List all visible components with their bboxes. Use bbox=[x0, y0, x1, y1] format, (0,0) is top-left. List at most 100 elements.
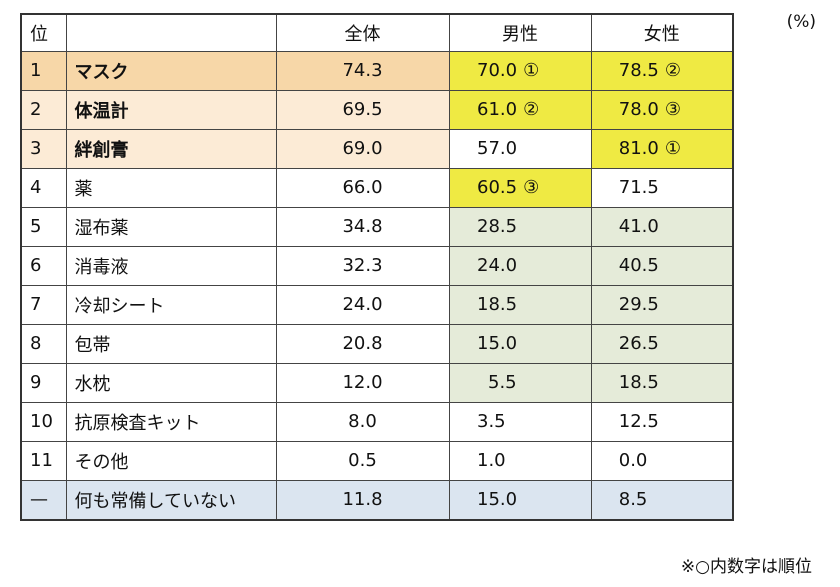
rank-cell: — bbox=[20, 479, 67, 521]
all-cell: 11.8 bbox=[275, 479, 450, 521]
all-cell: 69.0 bbox=[275, 128, 450, 169]
male-value: 3.5 bbox=[477, 411, 506, 432]
all-cell: 8.0 bbox=[275, 401, 450, 442]
female-cell: 29.5 bbox=[590, 284, 734, 325]
item-cell: 抗原検査キット bbox=[65, 401, 277, 442]
female-cell: 8.5 bbox=[590, 479, 734, 521]
male-value: 60.5 bbox=[477, 177, 518, 198]
female-cell: 26.5 bbox=[590, 323, 734, 364]
female-value: 78.0 bbox=[618, 99, 659, 120]
table-row-none: — 何も常備していない 11.8 15.0 8.5 bbox=[20, 479, 734, 521]
male-cell: 3.5 bbox=[448, 401, 592, 442]
item-cell: 包帯 bbox=[65, 323, 277, 364]
male-value: 15.0 bbox=[477, 333, 518, 354]
male-cell: 5.5 bbox=[448, 362, 592, 403]
all-cell: 69.5 bbox=[275, 89, 450, 130]
rank-cell: 1 bbox=[20, 50, 67, 91]
female-rank-badge: ① bbox=[664, 138, 681, 159]
rank-cell: 11 bbox=[20, 440, 67, 481]
header-item bbox=[65, 13, 277, 52]
table-row: 8 包帯 20.8 15.0 26.5 bbox=[20, 323, 734, 364]
footnote: ※○内数字は順位 bbox=[680, 557, 812, 577]
item-cell: 体温計 bbox=[65, 89, 277, 130]
male-cell: 24.0 bbox=[448, 245, 592, 286]
rank-cell: 4 bbox=[20, 167, 67, 208]
table-row: 11 その他 0.5 1.0 0.0 bbox=[20, 440, 734, 481]
female-value: 78.5 bbox=[618, 60, 659, 81]
item-cell: 薬 bbox=[65, 167, 277, 208]
female-value: 8.5 bbox=[618, 489, 648, 511]
table-row: 3 絆創膏 69.0 57.0 81.0 ① bbox=[20, 128, 734, 169]
all-cell: 32.3 bbox=[275, 245, 450, 286]
female-cell: 0.0 bbox=[590, 440, 734, 481]
rank-cell: 9 bbox=[20, 362, 67, 403]
table-row: 6 消毒液 32.3 24.0 40.5 bbox=[20, 245, 734, 286]
female-cell: 71.5 bbox=[590, 167, 734, 208]
rank-cell: 2 bbox=[20, 89, 67, 130]
table-header-row: 位 全体 男性 女性 bbox=[20, 13, 734, 52]
female-cell: 41.0 bbox=[590, 206, 734, 247]
item-cell: 何も常備していない bbox=[65, 479, 277, 521]
female-cell: 81.0 ① bbox=[590, 128, 734, 169]
female-value: 41.0 bbox=[618, 216, 659, 237]
female-rank-badge: ③ bbox=[664, 99, 681, 120]
female-value: 26.5 bbox=[618, 333, 659, 354]
male-cell: 60.5 ③ bbox=[448, 167, 592, 208]
header-female: 女性 bbox=[590, 13, 734, 52]
rank-cell: 10 bbox=[20, 401, 67, 442]
male-rank-badge: ③ bbox=[523, 177, 540, 198]
header-female-label: 女性 bbox=[643, 23, 680, 45]
table-row: 1 マスク 74.3 70.0 ① 78.5 ② bbox=[20, 50, 734, 91]
header-rank: 位 bbox=[20, 13, 67, 52]
male-cell: 61.0 ② bbox=[448, 89, 592, 130]
female-cell: 12.5 bbox=[590, 401, 734, 442]
male-cell: 15.0 bbox=[448, 479, 592, 521]
female-value: 12.5 bbox=[618, 411, 659, 432]
all-cell: 66.0 bbox=[275, 167, 450, 208]
female-cell: 78.5 ② bbox=[590, 50, 734, 91]
female-value: 71.5 bbox=[618, 177, 659, 198]
all-cell: 20.8 bbox=[275, 323, 450, 364]
female-rank-badge: ② bbox=[664, 60, 681, 81]
male-value: 24.0 bbox=[477, 255, 518, 276]
rank-cell: 7 bbox=[20, 284, 67, 325]
table-row: 10 抗原検査キット 8.0 3.5 12.5 bbox=[20, 401, 734, 442]
rank-cell: 3 bbox=[20, 128, 67, 169]
male-cell: 18.5 bbox=[448, 284, 592, 325]
female-value: 81.0 bbox=[618, 138, 659, 159]
male-cell: 70.0 ① bbox=[448, 50, 592, 91]
female-cell: 78.0 ③ bbox=[590, 89, 734, 130]
table-row: 7 冷却シート 24.0 18.5 29.5 bbox=[20, 284, 734, 325]
all-cell: 24.0 bbox=[275, 284, 450, 325]
item-cell: その他 bbox=[65, 440, 277, 481]
header-male-label: 男性 bbox=[502, 23, 538, 45]
male-cell: 57.0 bbox=[448, 128, 592, 169]
all-cell: 0.5 bbox=[275, 440, 450, 481]
male-value: 18.5 bbox=[477, 294, 518, 315]
male-cell: 15.0 bbox=[448, 323, 592, 364]
male-value: 28.5 bbox=[477, 216, 518, 237]
male-value: 61.0 bbox=[477, 99, 518, 120]
table-row: 4 薬 66.0 60.5 ③ 71.5 bbox=[20, 167, 734, 208]
item-cell: 消毒液 bbox=[65, 245, 277, 286]
item-cell: 水枕 bbox=[65, 362, 277, 403]
header-all: 全体 bbox=[275, 13, 450, 52]
male-cell: 1.0 bbox=[448, 440, 592, 481]
all-cell: 34.8 bbox=[275, 206, 450, 247]
male-cell: 28.5 bbox=[448, 206, 592, 247]
male-value: 5.5 bbox=[488, 372, 517, 393]
male-value: 15.0 bbox=[477, 489, 518, 511]
rank-cell: 5 bbox=[20, 206, 67, 247]
item-cell: 湿布薬 bbox=[65, 206, 277, 247]
item-cell: マスク bbox=[65, 50, 277, 91]
table-row: 2 体温計 69.5 61.0 ② 78.0 ③ bbox=[20, 89, 734, 130]
item-cell: 冷却シート bbox=[65, 284, 277, 325]
female-value: 0.0 bbox=[618, 450, 648, 471]
table-row: 5 湿布薬 34.8 28.5 41.0 bbox=[20, 206, 734, 247]
header-male: 男性 bbox=[448, 13, 592, 52]
male-rank-badge: ② bbox=[523, 99, 540, 120]
male-value: 1.0 bbox=[477, 450, 506, 471]
all-cell: 12.0 bbox=[275, 362, 450, 403]
female-cell: 18.5 bbox=[590, 362, 734, 403]
male-rank-badge: ① bbox=[523, 60, 540, 81]
